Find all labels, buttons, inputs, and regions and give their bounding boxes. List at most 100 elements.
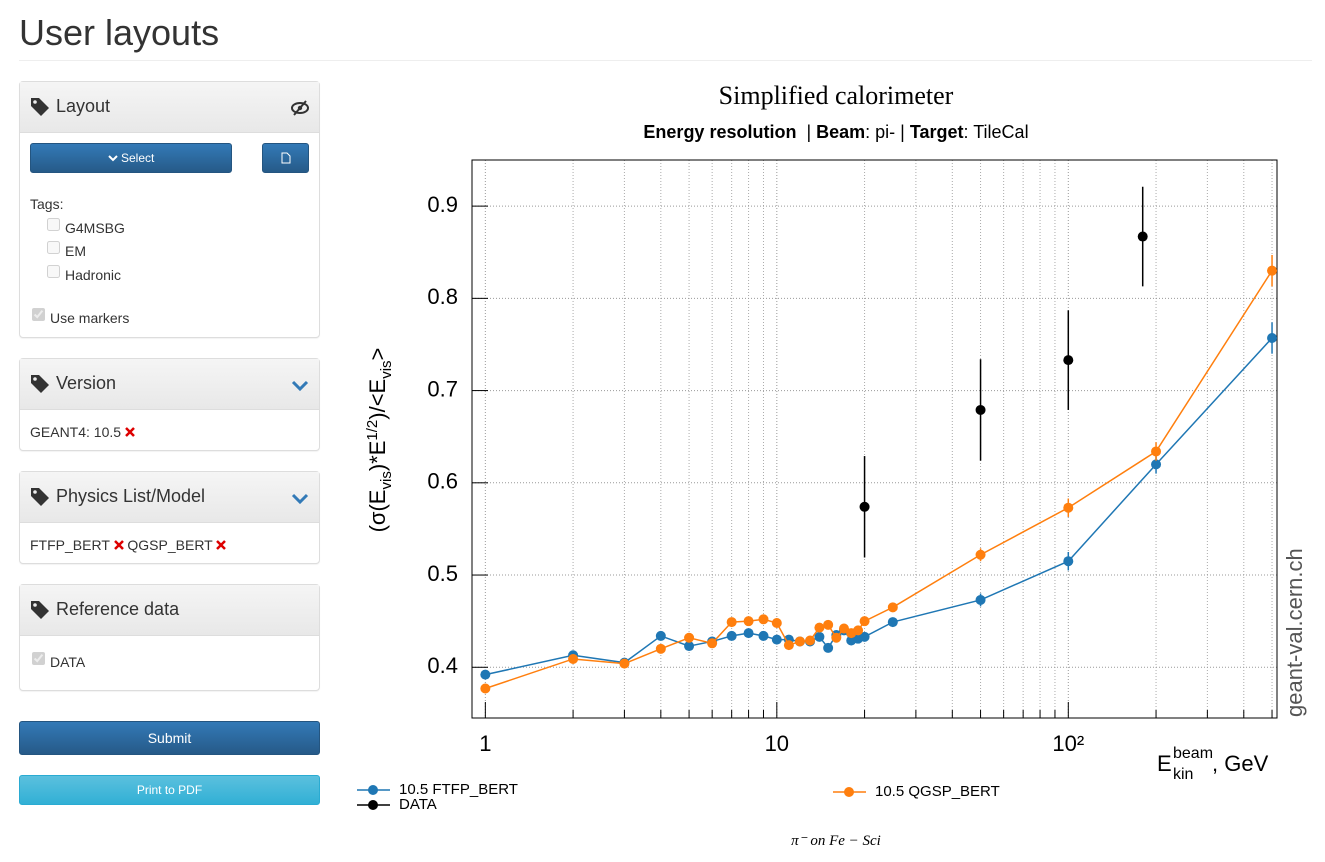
y-tick-label: 0.4 bbox=[427, 653, 458, 678]
reference-panel: Reference data DATA bbox=[19, 584, 320, 691]
marker bbox=[480, 683, 491, 694]
y-axis-label: (σ(Evis)*E1/2)/<Evis> bbox=[364, 348, 395, 533]
version-item: GEANT4: 10.5 bbox=[30, 424, 135, 440]
item-label: QGSP_BERT bbox=[127, 537, 213, 553]
marker bbox=[975, 549, 986, 560]
marker bbox=[859, 616, 870, 627]
subtitle-part: Beam bbox=[816, 122, 865, 142]
marker bbox=[707, 638, 718, 649]
file-icon bbox=[281, 152, 290, 164]
remove-icon[interactable] bbox=[125, 427, 135, 437]
plot-frame bbox=[471, 159, 1278, 719]
label-part: 1/2 bbox=[364, 420, 381, 441]
layout-panel: Layout Select Tags: G4MSBG EM Hadronic U… bbox=[19, 81, 320, 338]
hide-icon[interactable] bbox=[290, 100, 310, 116]
y-tick-label: 0.9 bbox=[427, 192, 458, 217]
panel-title: Physics List/Model bbox=[56, 486, 206, 506]
marker bbox=[814, 631, 825, 642]
physics-panel: Physics List/Model FTFP_BERT QGSP_BERT bbox=[19, 471, 320, 564]
subtitle-part: Target bbox=[910, 122, 964, 142]
marker bbox=[771, 634, 782, 645]
subtitle-part: : pi- | bbox=[865, 122, 910, 142]
select-button[interactable]: Select bbox=[30, 143, 232, 173]
y-tick-label: 0.6 bbox=[427, 469, 458, 494]
panel-header: Layout bbox=[20, 82, 319, 133]
collapse-icon[interactable] bbox=[291, 380, 309, 392]
marker bbox=[1151, 459, 1162, 470]
marker bbox=[805, 635, 816, 646]
marker bbox=[568, 653, 579, 664]
x-tick-label: 1 bbox=[479, 731, 491, 756]
footer: π⁻ on Fe − Sci bbox=[791, 833, 881, 849]
marker bbox=[1063, 355, 1074, 366]
tag-icon bbox=[31, 98, 49, 116]
marker bbox=[743, 628, 754, 639]
marker bbox=[853, 625, 864, 636]
tag-icon bbox=[31, 375, 49, 393]
marker bbox=[743, 616, 754, 627]
label-part: )*E bbox=[365, 441, 390, 472]
select-label: Select bbox=[120, 151, 155, 165]
chart-canvas: Simplified calorimeter Energy resolution… bbox=[357, 81, 1307, 849]
divider bbox=[19, 60, 1312, 61]
x-tick-label: 10² bbox=[1052, 731, 1084, 756]
chart: Simplified calorimeter Energy resolution… bbox=[357, 81, 1307, 849]
marker bbox=[758, 630, 769, 641]
legend-marker bbox=[844, 787, 854, 797]
marker bbox=[1267, 265, 1278, 276]
collapse-icon[interactable] bbox=[291, 493, 309, 505]
marker bbox=[1137, 231, 1148, 242]
legend-marker bbox=[368, 800, 378, 810]
marker bbox=[655, 630, 666, 641]
y-tick-label: 0.7 bbox=[427, 376, 458, 401]
marker bbox=[975, 404, 986, 415]
page-title: User layouts bbox=[19, 12, 220, 53]
file-button[interactable] bbox=[262, 143, 309, 173]
remove-icon[interactable] bbox=[216, 540, 227, 550]
label-part: > bbox=[365, 348, 390, 361]
marker bbox=[684, 641, 695, 652]
checkbox-label: G4MSBG bbox=[65, 220, 125, 236]
legend-marker bbox=[368, 785, 378, 795]
marker bbox=[831, 632, 842, 643]
submit-button[interactable]: Submit bbox=[19, 721, 320, 755]
marker bbox=[480, 669, 491, 680]
checkbox-label: EM bbox=[65, 243, 86, 259]
marker bbox=[887, 617, 898, 628]
remove-icon[interactable] bbox=[113, 540, 124, 550]
legend-label: 10.5 QGSP_BERT bbox=[875, 783, 1000, 800]
marker bbox=[655, 643, 666, 654]
checkbox-label: Use markers bbox=[50, 310, 130, 326]
x-axis-label: E bbox=[1157, 751, 1172, 776]
y-tick-label: 0.5 bbox=[427, 561, 458, 586]
print-button[interactable]: Print to PDF bbox=[19, 775, 320, 805]
panel-header: Physics List/Model bbox=[20, 472, 319, 523]
x-tick-label: 10 bbox=[765, 731, 789, 756]
label-part: vis bbox=[378, 471, 395, 489]
y-tick-label: 0.8 bbox=[427, 284, 458, 309]
checkbox[interactable] bbox=[32, 652, 45, 665]
tags-label: Tags: bbox=[30, 196, 64, 212]
version-panel: Version GEANT4: 10.5 bbox=[19, 358, 320, 451]
marker bbox=[771, 618, 782, 629]
marker bbox=[1151, 446, 1162, 457]
tag-icon bbox=[31, 601, 49, 619]
marker bbox=[619, 658, 630, 669]
x-axis-label-sup: beam bbox=[1173, 745, 1213, 762]
label-part: (σ(E bbox=[365, 490, 390, 533]
marker bbox=[794, 636, 805, 647]
checkbox[interactable] bbox=[47, 241, 60, 254]
marker bbox=[823, 642, 834, 653]
marker bbox=[859, 631, 870, 642]
x-axis-label: , GeV bbox=[1212, 751, 1269, 776]
checkbox[interactable] bbox=[47, 218, 60, 231]
panel-title: Version bbox=[56, 373, 117, 393]
checkbox[interactable] bbox=[32, 308, 45, 321]
item-label: GEANT4: 10.5 bbox=[30, 424, 122, 440]
panel-header: Version bbox=[20, 359, 319, 410]
series-line bbox=[485, 337, 1273, 676]
checkbox[interactable] bbox=[47, 265, 60, 278]
chart-subtitle: Energy resolution | Beam: pi- | Target: … bbox=[643, 122, 1028, 142]
marker bbox=[823, 619, 834, 630]
